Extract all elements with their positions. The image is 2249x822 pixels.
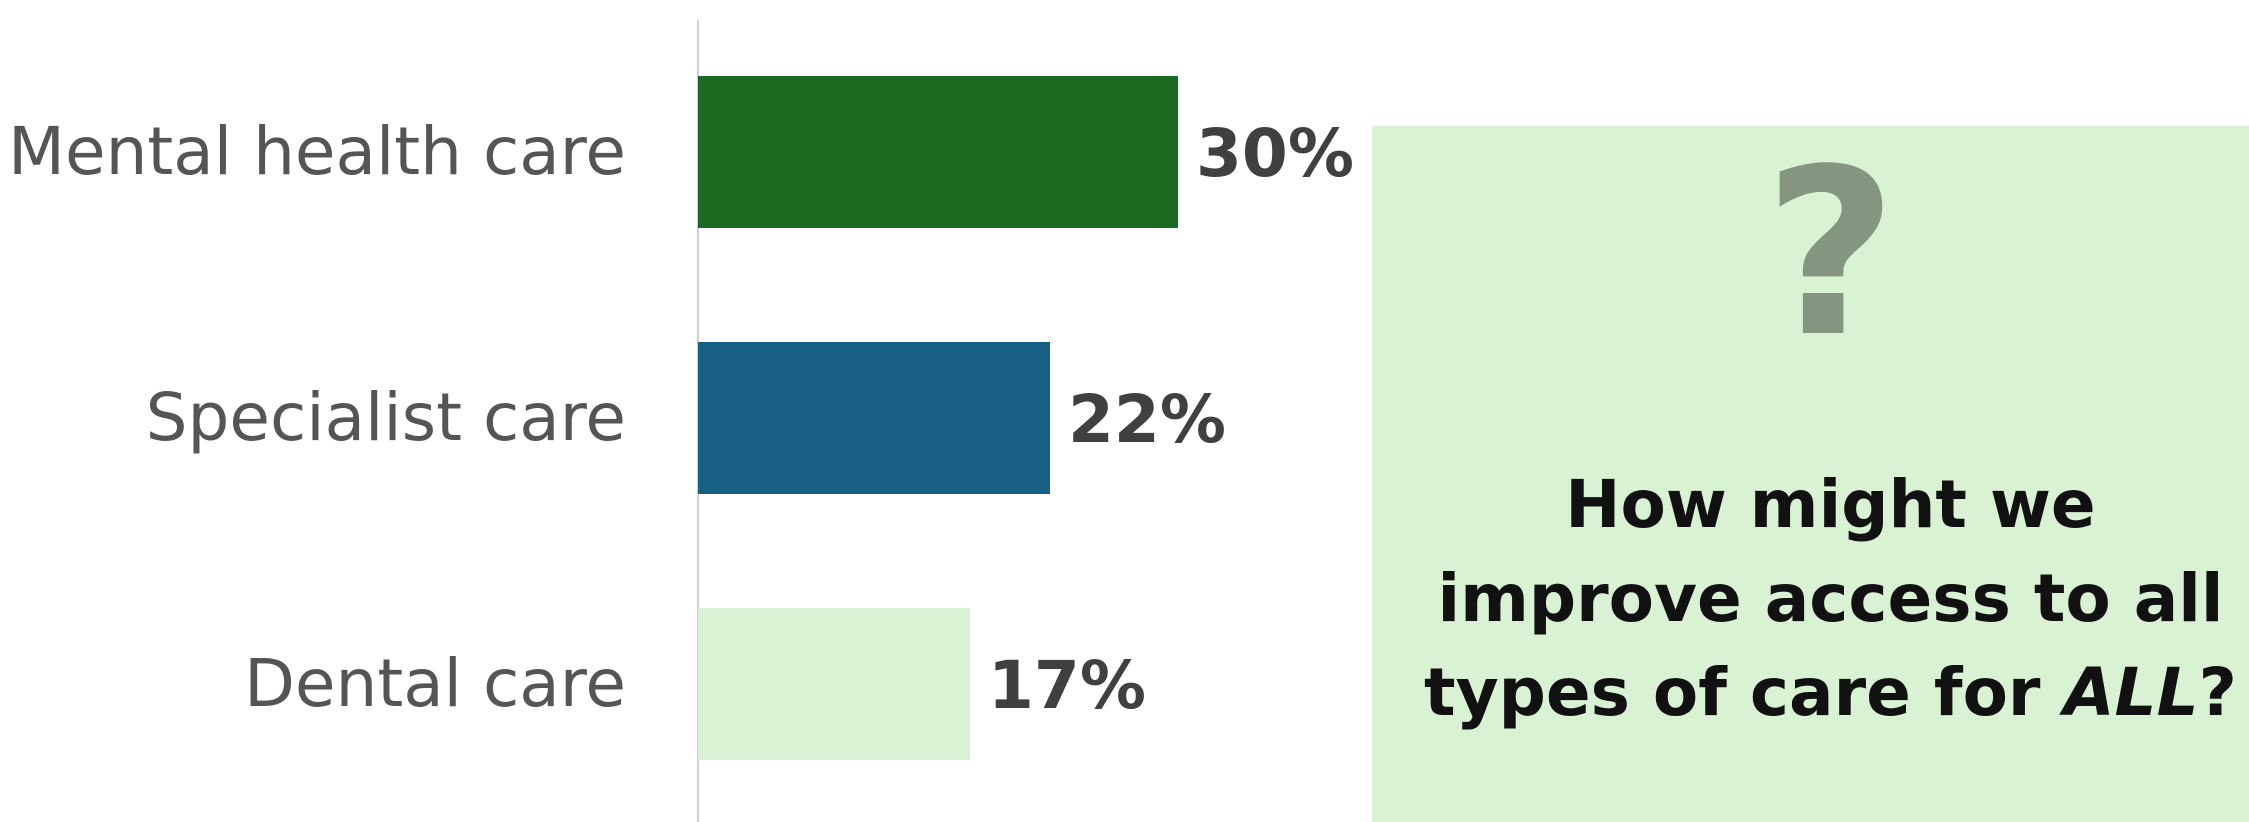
callout-text-main: How might we improve access to all types… xyxy=(1424,466,2224,731)
bar-mental-health-care xyxy=(698,76,1178,228)
bar-specialist-care xyxy=(698,342,1050,494)
value-label-specialist-care: 22% xyxy=(1068,381,1226,458)
category-label-dental-care: Dental care xyxy=(244,645,626,722)
value-label-dental-care: 17% xyxy=(988,647,1146,724)
bar-dental-care xyxy=(698,608,970,760)
callout-box: ? How might we improve access to all typ… xyxy=(1372,126,2249,822)
value-label-mental-health-care: 30% xyxy=(1196,115,1354,192)
question-mark-icon: ? xyxy=(1763,121,1898,388)
callout-text-emphasis: ALL xyxy=(2063,654,2199,731)
callout-question: How might we improve access to all types… xyxy=(1406,458,2249,740)
bar-chart: Mental health care 30% Specialist care 22% D… xyxy=(8,20,1354,822)
category-label-specialist-care: Specialist care xyxy=(146,379,626,456)
category-label-mental-health-care: Mental health care xyxy=(8,113,626,190)
callout-text-end: ? xyxy=(2198,654,2237,731)
